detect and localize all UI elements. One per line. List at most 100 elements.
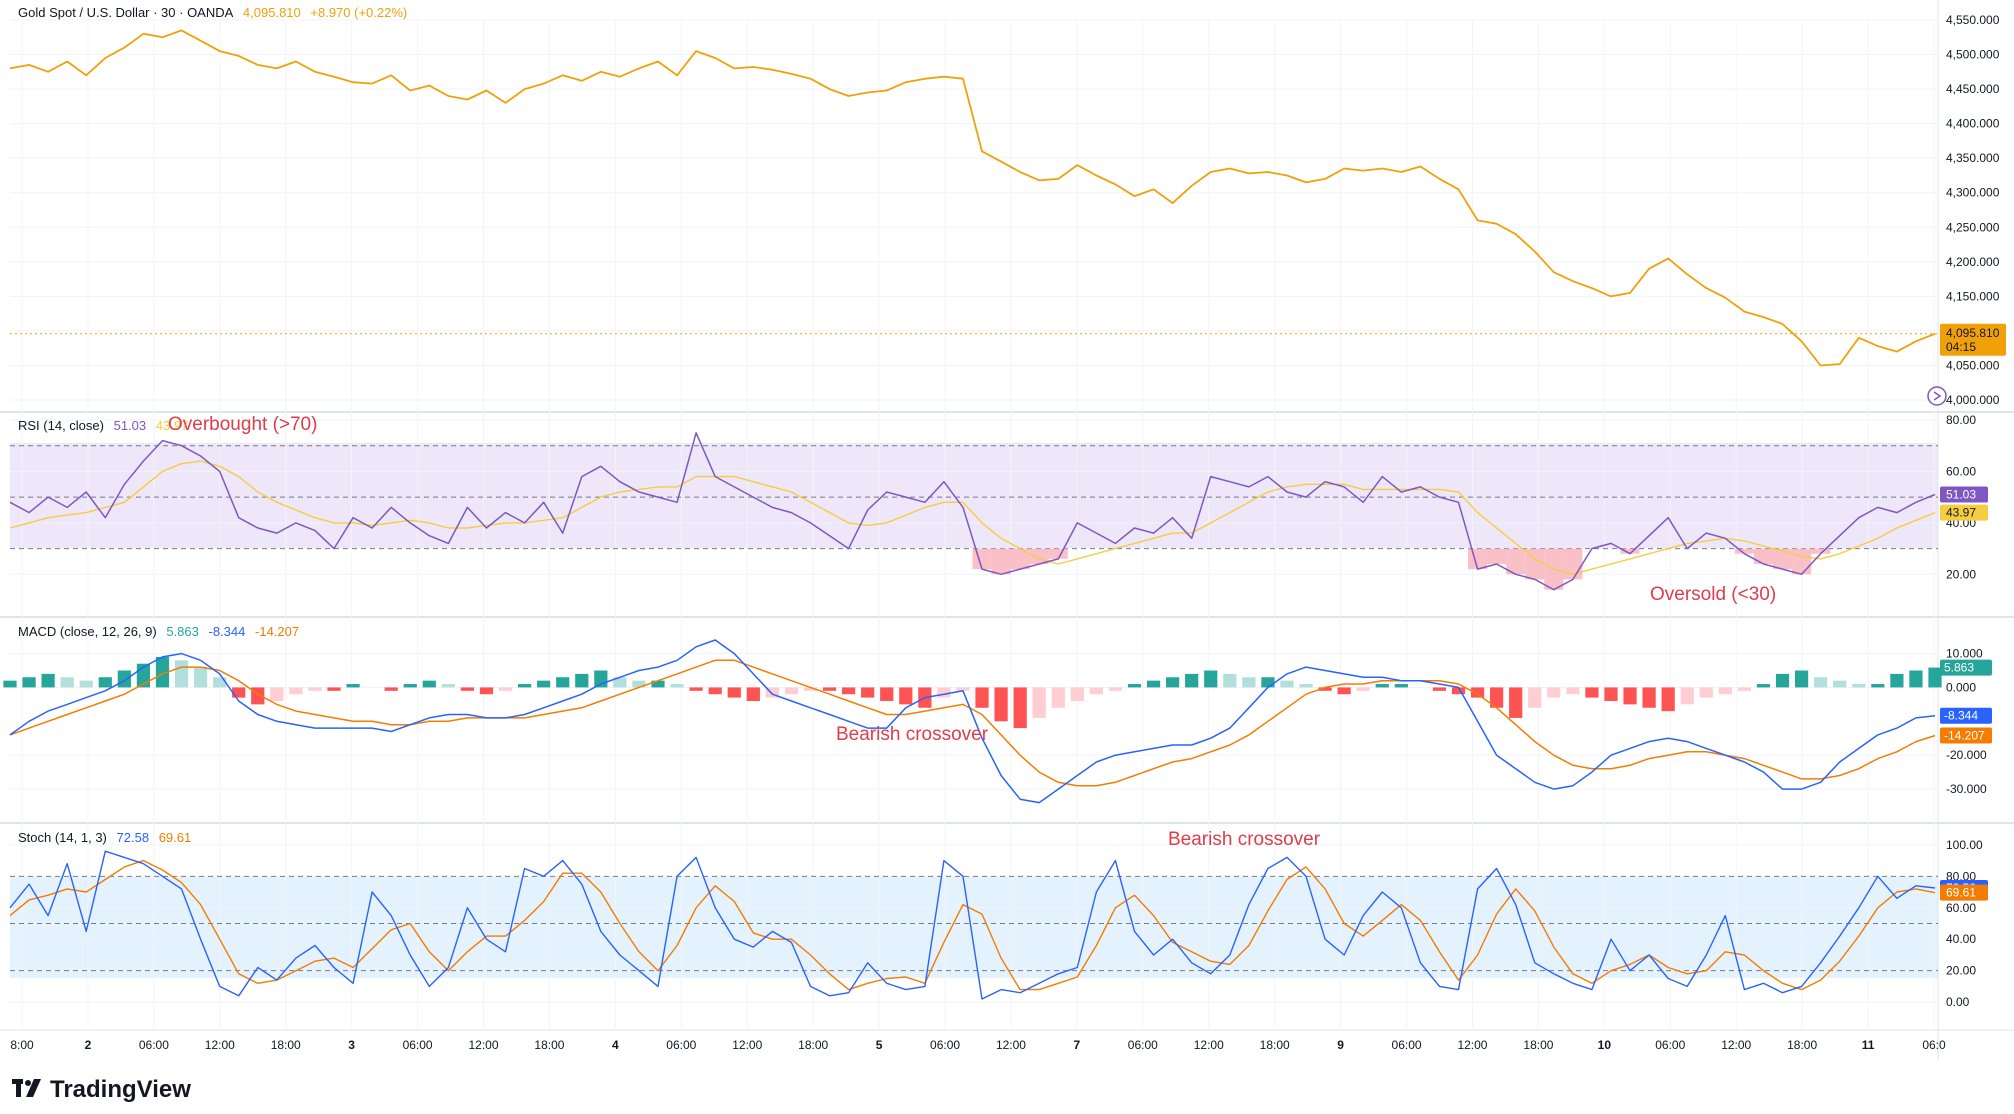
y-tick-label: 4,250.000: [1946, 220, 2000, 234]
price-line: [9, 29, 1936, 367]
y-tick-label: 4,550.000: [1946, 13, 2000, 27]
macd-histogram-bar: [670, 684, 684, 688]
macd-histogram-bar: [1623, 687, 1637, 705]
stoch-k-value: 72.58: [116, 830, 150, 845]
macd-histogram-bar: [1146, 680, 1161, 688]
rsi-oversold-fill: [1468, 548, 1488, 570]
x-tick-label: 12:00: [1457, 1038, 1487, 1052]
axes-layer: 4,550.000 4,500.000 4,450.000 4,400.000 4,35…: [10, 13, 2006, 1052]
macd-label: MACD (close, 12, 26, 9): [18, 624, 157, 639]
stoch-legend[interactable]: Stoch (14, 1, 3) 72.58 69.61: [18, 830, 197, 845]
macd-histogram-bar: [1528, 687, 1542, 708]
rsi-legend[interactable]: RSI (14, close) 51.03 43.97: [18, 418, 194, 433]
stoch-d-tag: [1940, 884, 1988, 901]
rsi-ma-value: 43.97: [155, 418, 189, 433]
macd-histogram-bar: [117, 670, 131, 688]
x-tick-label: 4: [612, 1038, 619, 1052]
macd-histogram-bar: [956, 687, 970, 691]
stoch-k-line: [9, 850, 1936, 1000]
macd-histogram-bar: [460, 687, 475, 691]
macd-value-tag: [1940, 707, 1992, 724]
stoch-label: Stoch (14, 1, 3): [18, 830, 107, 845]
macd-legend[interactable]: MACD (close, 12, 26, 9) 5.863 -8.344 -14…: [18, 624, 305, 639]
x-tick-label: 10: [1598, 1038, 1612, 1052]
y-tick-label: 4,450.000: [1946, 82, 2000, 96]
macd-histogram-bar: [1127, 684, 1142, 688]
grid: [10, 19, 1938, 1028]
y-tick-label: 100.00: [1946, 838, 1983, 852]
tradingview-logo[interactable]: TradingView: [12, 1076, 191, 1104]
y-tick-label: 40.00: [1946, 932, 1976, 946]
y-tick-label: 60.00: [1946, 464, 1976, 478]
y-tick-label: 4,500.000: [1946, 48, 2000, 62]
macd-histogram-bar: [1928, 667, 1942, 688]
macd-histogram-bar: [1451, 687, 1466, 695]
macd-histogram-bar: [556, 677, 570, 688]
y-tick-label: 4,050.000: [1946, 358, 2000, 372]
annotation-stoch-crossover: Bearish crossover: [1168, 829, 1321, 850]
rsi-oversold-fill: [972, 548, 992, 570]
y-tick-label: 4,350.000: [1946, 151, 2000, 165]
macd-histogram-bar: [1432, 687, 1447, 691]
macd-histogram-bar: [1089, 687, 1103, 695]
x-tick-label: 7: [1074, 1038, 1081, 1052]
macd-hist-tag-text: 5.863: [1944, 661, 1974, 675]
symbol-title: Gold Spot / U.S. Dollar · 30 · OANDA: [18, 5, 234, 20]
macd-histogram-bar: [651, 680, 665, 688]
macd-signal-tag-text: -14.207: [1944, 729, 1985, 743]
y-tick-label: 0.00: [1946, 995, 1970, 1009]
annotation-macd-crossover: Bearish crossover: [836, 724, 989, 745]
x-tick-label: 12:00: [732, 1038, 762, 1052]
macd-histogram-bar: [899, 687, 913, 705]
last-price-tag: [1940, 323, 2006, 356]
macd-value: -8.344: [208, 624, 246, 639]
macd-histogram-bar: [1356, 687, 1370, 691]
macd-histogram-bar: [1680, 687, 1694, 705]
macd-histogram-bar: [1642, 687, 1656, 708]
macd-histogram-bar: [1509, 687, 1523, 718]
x-tick-label: 06:0: [1922, 1038, 1946, 1052]
last-price: 4,095.810: [242, 5, 301, 20]
brand-name: TradingView: [50, 1076, 191, 1103]
x-tick-label: 06:00: [1655, 1038, 1685, 1052]
macd-histogram-bar: [613, 677, 627, 688]
macd-histogram-bar: [1661, 687, 1675, 712]
x-tick-label: 18:00: [534, 1038, 564, 1052]
macd-histogram-bar: [842, 687, 856, 695]
rsi-oversold-fill: [1620, 548, 1640, 554]
rsi-oversold-fill: [1048, 548, 1068, 559]
macd-histogram-bar: [1737, 687, 1752, 691]
macd-histogram-bar: [765, 687, 779, 698]
rsi-oversold-fill: [1506, 548, 1526, 575]
macd-histogram-bar: [79, 680, 93, 688]
y-tick-label: -30.000: [1946, 782, 1987, 796]
macd-histogram-bar: [1318, 687, 1332, 691]
countdown-label: 04:15: [1946, 340, 1976, 354]
x-tick-label: 12:00: [469, 1038, 499, 1052]
macd-histogram-bar: [1871, 684, 1885, 688]
macd-histogram-bar: [1699, 687, 1713, 698]
price-legend[interactable]: Gold Spot / U.S. Dollar · 30 · OANDA 4,0…: [18, 5, 413, 20]
rsi-value-tag-text: 51.03: [1946, 487, 1976, 501]
macd-histogram-bar: [1051, 687, 1065, 708]
macd-histogram-bar: [1280, 680, 1294, 688]
macd-histogram-bar: [575, 673, 589, 688]
rsi-ma-value-tag: [1940, 504, 1988, 521]
price-change: +8.970 (+0.22%): [310, 5, 408, 20]
y-tick-label: 4,200.000: [1946, 255, 2000, 269]
y-tick-label: 4,150.000: [1946, 289, 2000, 303]
macd-histogram-bar: [3, 680, 17, 688]
macd-histogram-bar: [708, 687, 722, 695]
rsi-ma-value-tag-text: 43.97: [1946, 506, 1976, 520]
macd-histogram-bar: [1032, 687, 1046, 718]
macd-histogram-bar: [994, 687, 1008, 722]
macd-histogram-bar: [1223, 673, 1237, 688]
alarm-icon[interactable]: [1927, 386, 1947, 406]
macd-histogram-bar: [1909, 670, 1923, 688]
rsi-value: 51.03: [113, 418, 147, 433]
macd-histogram-bar: [1204, 670, 1218, 688]
y-tick-label: 60.00: [1946, 901, 1976, 915]
macd-histogram-bar: [975, 687, 989, 708]
x-tick-label: 06:00: [403, 1038, 433, 1052]
